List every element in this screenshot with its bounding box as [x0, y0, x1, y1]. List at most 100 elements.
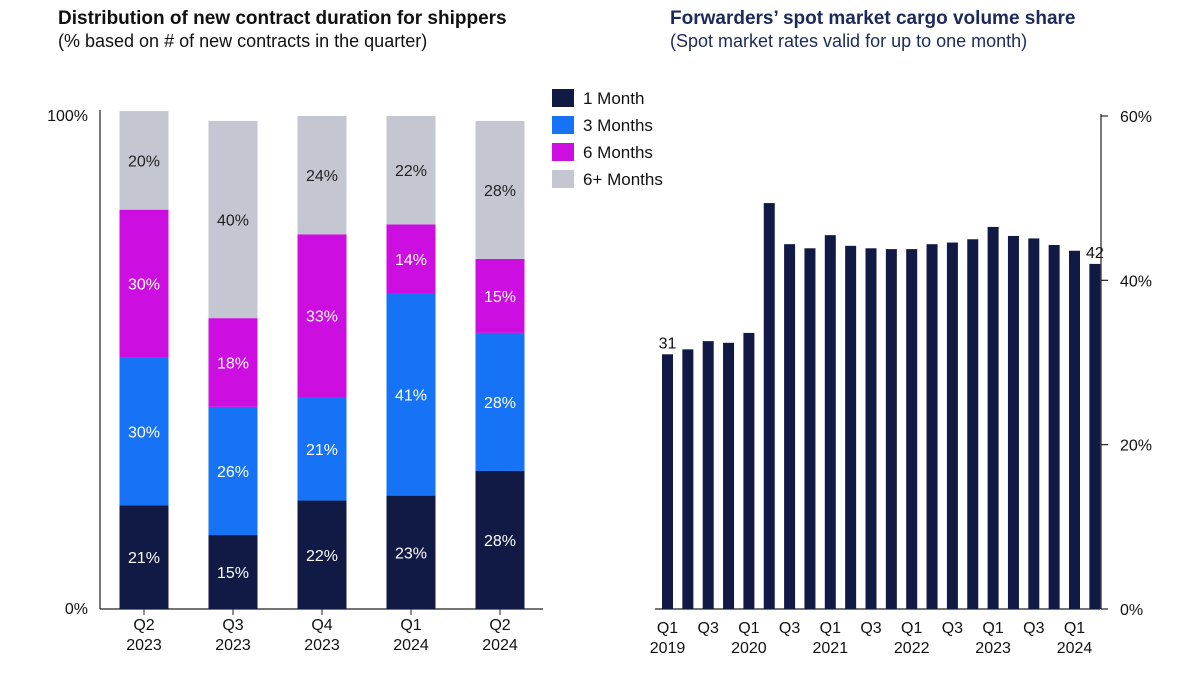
legend-swatch [552, 116, 574, 134]
bar [723, 342, 735, 609]
x-tick-label: 2020 [731, 640, 767, 657]
data-label: 15% [484, 289, 516, 306]
data-label: 41% [395, 388, 427, 405]
x-tick-label: 2024 [393, 637, 429, 654]
bar [946, 242, 958, 609]
x-tick-label: Q3 [698, 620, 719, 637]
bar-segment [119, 505, 169, 609]
left-y-tick-label: 100% [47, 108, 88, 125]
right-chart-title: Forwarders’ spot market cargo volume sha… [670, 8, 1076, 29]
bar [865, 248, 877, 609]
bar-segment [386, 495, 436, 609]
data-label: 22% [395, 163, 427, 180]
x-tick-label: Q1 [657, 620, 678, 637]
x-tick-label: 2022 [894, 640, 930, 657]
bar-segment [297, 116, 347, 235]
data-label: 40% [217, 213, 249, 230]
bar [926, 244, 938, 609]
bar [885, 249, 897, 610]
x-tick-label: Q3 [779, 620, 800, 637]
data-label: 21% [306, 442, 338, 459]
bar-segment [386, 224, 436, 294]
bar-segment [208, 535, 258, 609]
bar-segment [475, 258, 525, 333]
bar-segment [386, 116, 436, 225]
data-label: 30% [128, 277, 160, 294]
x-tick-label: Q2 [489, 617, 510, 634]
legend-entry: 1 Month [583, 89, 644, 108]
bar [1069, 250, 1080, 609]
x-tick-label: Q1 [1064, 620, 1085, 637]
bar-segment [475, 470, 525, 609]
bar [845, 245, 857, 609]
x-tick-label: 2023 [126, 637, 162, 654]
x-tick-label: Q1 [901, 620, 922, 637]
data-label: 20% [128, 153, 160, 170]
left-chart-title: Distribution of new contract duration fo… [58, 8, 507, 29]
x-tick-label: 2023 [975, 640, 1011, 657]
bar [682, 349, 694, 609]
bar [662, 354, 673, 609]
x-tick-label: Q4 [311, 617, 332, 634]
x-tick-label: 2024 [482, 637, 518, 654]
bar [1028, 238, 1040, 609]
data-label: 15% [217, 565, 249, 582]
bar [906, 249, 918, 610]
bar [743, 332, 755, 609]
right-y-tick-label: 20% [1120, 438, 1152, 455]
bar-segment [386, 293, 436, 496]
right-chart-subtitle: (Spot market rates valid for up to one m… [670, 31, 1027, 51]
x-tick-label: Q1 [982, 620, 1003, 637]
legend-swatch [552, 170, 574, 188]
stacked-bar-plot: 0% 100% 21% 30% 30% 20% Q2 2023 15% 26% 18% 40% Q3 20… [47, 108, 543, 654]
legend-swatch [552, 89, 574, 107]
bar-segment [208, 318, 258, 407]
x-tick-label: Q1 [400, 617, 421, 634]
left-y-tick-label: 0% [65, 601, 88, 618]
data-label: 24% [306, 168, 338, 185]
legend-entry: 6+ Months [583, 170, 663, 189]
data-label: 22% [306, 548, 338, 565]
bar [967, 239, 979, 609]
x-tick-label: 2021 [813, 640, 849, 657]
x-tick-label: 2019 [650, 640, 686, 657]
x-tick-label: Q3 [222, 617, 243, 634]
x-tick-label: Q1 [738, 620, 759, 637]
data-label: 21% [128, 550, 160, 567]
legend-entry: 3 Months [583, 116, 653, 135]
data-label: 26% [217, 464, 249, 481]
bar [1089, 263, 1101, 609]
data-label: 23% [395, 545, 427, 562]
x-tick-label: Q3 [1023, 620, 1044, 637]
bar [702, 341, 714, 609]
right-y-tick-label: 60% [1120, 109, 1152, 126]
x-tick-label: Q2 [133, 617, 154, 634]
bar [987, 226, 999, 610]
data-label: 42 [1086, 245, 1104, 262]
bar [824, 235, 836, 609]
data-label: 28% [484, 183, 516, 200]
bar [1007, 235, 1019, 610]
data-label: 28% [484, 533, 516, 550]
bar-segment [297, 500, 347, 609]
bar-segment [208, 120, 258, 319]
bar-segment [297, 397, 347, 501]
legend-entry: 6 Months [583, 143, 653, 162]
x-tick-label: 2024 [1057, 640, 1093, 657]
x-tick-label: 2023 [304, 637, 340, 654]
data-label: 18% [217, 356, 249, 373]
data-label: 33% [306, 309, 338, 326]
x-tick-label: Q3 [942, 620, 963, 637]
bar-segment [208, 406, 258, 536]
data-label: 14% [395, 252, 427, 269]
right-y-tick-label: 0% [1120, 602, 1143, 619]
bar [784, 244, 796, 609]
left-chart-subtitle: (% based on # of new contracts in the qu… [58, 31, 427, 51]
bar-segment [475, 332, 525, 471]
bar [1048, 245, 1060, 610]
bar-segment [119, 357, 169, 506]
legend-swatch [552, 143, 574, 161]
spot-share-bar-plot: 0% 20% 40% 60% 31 42 Q1 2019 Q3 Q1 2020 Q3 Q1 2021 Q3 Q… [650, 109, 1152, 657]
data-label: 30% [128, 425, 160, 442]
